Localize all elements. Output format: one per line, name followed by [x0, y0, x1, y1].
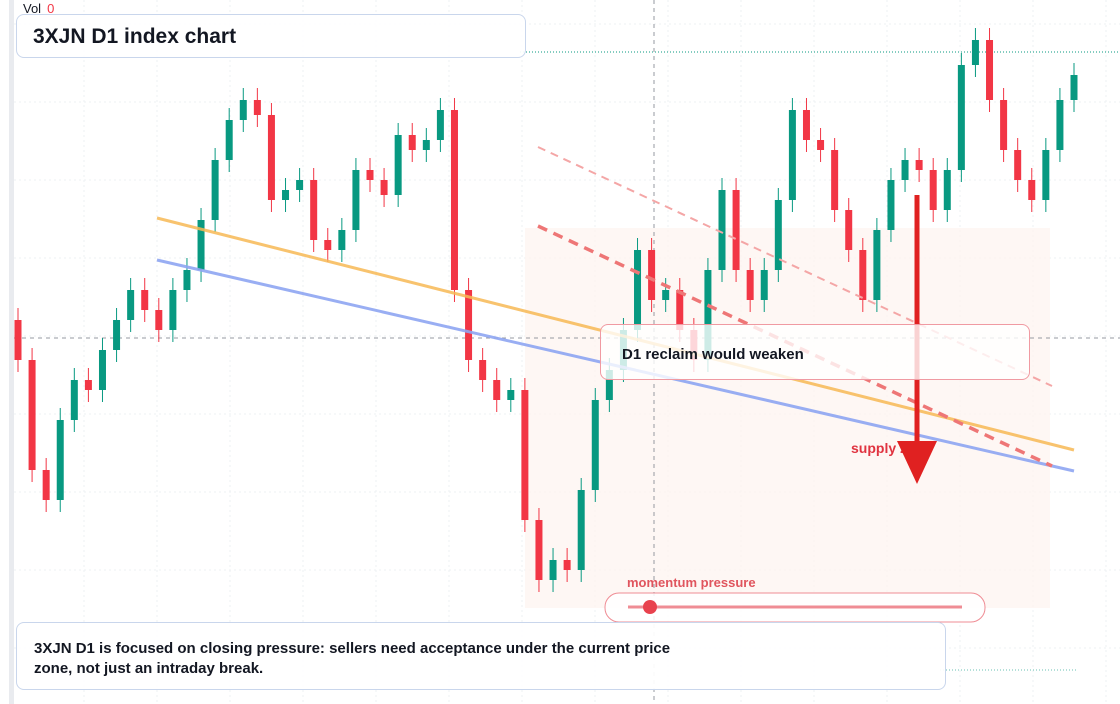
candle-body — [197, 220, 205, 270]
candle-body — [380, 180, 388, 195]
candle-body — [802, 110, 810, 140]
candle-body — [971, 40, 979, 65]
candle-body — [704, 270, 712, 360]
candle-body — [1000, 100, 1008, 150]
channel-line-lower — [537, 224, 1053, 468]
candle-body — [436, 110, 444, 140]
candle-body — [774, 200, 782, 270]
candle-body — [169, 290, 177, 330]
candle-body — [267, 115, 275, 200]
candle-body — [746, 270, 754, 300]
candle-body — [211, 160, 219, 220]
candle-body — [817, 140, 825, 150]
candle-body — [873, 230, 881, 300]
candle-body — [422, 140, 430, 150]
candle-body — [521, 390, 529, 520]
momentum-knob — [643, 600, 657, 614]
candle-body — [1070, 75, 1078, 100]
candle-body — [648, 250, 656, 300]
candle-body — [465, 290, 473, 360]
candle-body — [408, 135, 416, 150]
arrow-head — [897, 441, 937, 484]
candle-body — [831, 150, 839, 210]
momentum-label: momentum pressure — [627, 575, 756, 590]
candle-body — [98, 350, 106, 390]
candle-body — [253, 100, 261, 115]
candle-body — [634, 250, 642, 330]
left-edge — [9, 0, 14, 704]
candle-body — [676, 290, 684, 330]
candle-body — [1028, 180, 1036, 200]
candle-body — [535, 520, 543, 580]
candle-body — [563, 560, 571, 570]
note-text: 3XJN D1 is focused on closing pressure: … — [34, 640, 671, 677]
candle-body — [14, 320, 22, 360]
candle-body — [943, 170, 951, 210]
candle-body — [788, 110, 796, 200]
volume-legend: Vol 0 — [23, 1, 54, 16]
candle-body — [282, 190, 290, 200]
title-box: 3XJN D1 index chart — [16, 14, 526, 58]
candle-body — [859, 250, 867, 300]
candle-body — [28, 360, 36, 470]
candle-body — [113, 320, 121, 350]
candle-body — [887, 180, 895, 230]
candle-body — [1056, 100, 1064, 150]
reclaim-label: D1 reclaim would weaken — [622, 346, 804, 363]
candle-body — [845, 210, 853, 250]
candle-body — [929, 170, 937, 210]
candle-body — [239, 100, 247, 120]
reclaim-box: D1 reclaim would weaken — [600, 324, 1030, 380]
candle-body — [760, 270, 768, 300]
candle-body — [450, 110, 458, 290]
candle-body — [986, 40, 994, 100]
candle-body — [479, 360, 487, 380]
candle-body — [957, 65, 965, 170]
candle-body — [1042, 150, 1050, 200]
candle-body — [70, 380, 78, 420]
channel-line-upper — [537, 146, 1053, 387]
candle-body — [577, 490, 585, 570]
candle-body — [662, 290, 670, 300]
candle-body — [42, 470, 50, 500]
candle-body — [901, 160, 909, 180]
candle-body — [366, 170, 374, 180]
candles — [14, 28, 1078, 592]
volume-value: 0 — [47, 1, 55, 16]
volume-label: Vol — [23, 1, 42, 16]
candle-body — [732, 190, 740, 270]
candle-body — [493, 380, 501, 400]
candle-body — [338, 230, 346, 250]
candle-body — [56, 420, 64, 500]
candle-body — [394, 135, 402, 195]
candle-body — [141, 290, 149, 310]
note-box: 3XJN D1 is focused on closing pressure: … — [16, 622, 946, 690]
zone-shade — [525, 228, 1050, 608]
candle-body — [324, 240, 332, 250]
chart-title: 3XJN D1 index chart — [33, 25, 237, 48]
candle-body — [84, 380, 92, 390]
candle-body — [183, 270, 191, 290]
candle-body — [127, 290, 135, 320]
candle-body — [605, 370, 613, 400]
candle-body — [549, 560, 557, 580]
candle-body — [591, 400, 599, 490]
candle-body — [915, 160, 923, 170]
candle-body — [155, 310, 163, 330]
candle-body — [507, 390, 515, 400]
candle-body — [225, 120, 233, 160]
candle-body — [352, 170, 360, 230]
candle-body — [718, 190, 726, 270]
candle-body — [310, 180, 318, 240]
candle-body — [1014, 150, 1022, 180]
candle-body — [296, 180, 304, 190]
